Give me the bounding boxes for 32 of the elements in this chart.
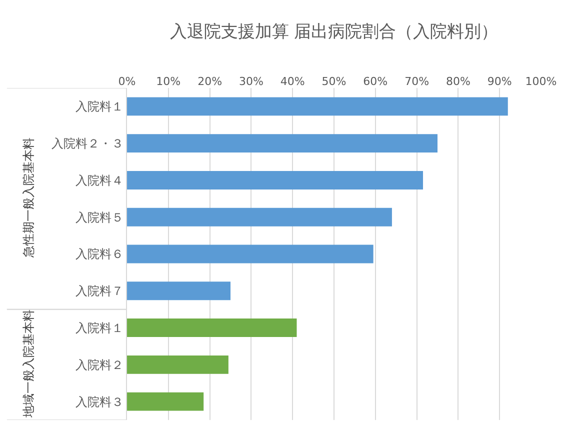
x-tick-label: 0% [118, 74, 136, 88]
bar [127, 97, 508, 116]
x-tick-label: 80% [446, 74, 470, 88]
y-tick-label: 入院料３ [76, 394, 124, 409]
bar [127, 355, 228, 374]
text: 急性期一般入院基本料 [21, 138, 36, 259]
y-tick-label: 入院料１ [76, 320, 124, 335]
bar [127, 318, 297, 337]
y-tick-label: 入院料１ [76, 100, 124, 114]
bar [127, 392, 204, 411]
y-tick-label: 入院料５ [76, 210, 124, 224]
bar [127, 244, 374, 264]
x-tick-label: 70% [404, 74, 430, 88]
bar [127, 171, 424, 190]
bar [127, 282, 230, 300]
x-tick-label: 60% [363, 74, 388, 88]
y-tick-label: 入院料２ [76, 358, 124, 372]
x-tick-label: 100% [525, 74, 557, 88]
bar [127, 134, 438, 153]
y-tick-label: 入院料２・３ [52, 136, 124, 151]
x-tick-label: 90% [487, 74, 512, 88]
text: 地域一般入院基本料 [21, 310, 36, 419]
bar [127, 208, 392, 226]
x-tick-label: 40% [280, 74, 305, 88]
x-tick-label: 50% [322, 74, 346, 88]
x-tick-label: 10% [156, 74, 181, 88]
chart-title: 入退院支援加算 届出病院割合（入院料別） [170, 22, 498, 42]
y-tick-label: 入院料４ [76, 173, 124, 188]
x-tick-label: 30% [238, 74, 264, 88]
y-tick-label: 入院料７ [76, 284, 124, 298]
x-tick-label: 20% [198, 74, 222, 88]
y-tick-label: 入院料６ [76, 247, 124, 262]
